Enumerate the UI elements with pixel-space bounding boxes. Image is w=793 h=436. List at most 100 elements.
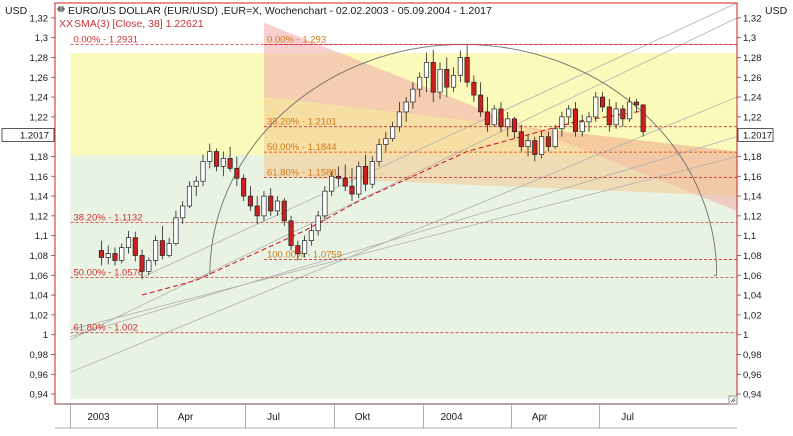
candle xyxy=(227,146,233,172)
candle xyxy=(173,210,179,246)
y-tick-label-left: 1 xyxy=(43,330,48,341)
candle-body xyxy=(159,240,165,256)
candle xyxy=(471,75,477,103)
candle xyxy=(437,62,443,100)
candle xyxy=(606,99,612,132)
y-tick-label-left: 1,24 xyxy=(30,93,49,104)
candle-body xyxy=(220,158,226,167)
y-tick-label-left: 1,3 xyxy=(35,33,48,44)
candle-body xyxy=(572,108,578,133)
candle-body xyxy=(430,62,436,93)
candle xyxy=(451,67,457,93)
candle-body xyxy=(98,250,104,258)
fan-line xyxy=(70,17,738,341)
y-tick-label-left: 0,94 xyxy=(30,390,49,401)
candle xyxy=(207,143,213,169)
y-tick-label-right: 1,08 xyxy=(743,251,762,262)
y-tick-label-right: 1,1 xyxy=(743,231,756,242)
candle xyxy=(274,196,281,216)
candle xyxy=(335,166,341,187)
candle xyxy=(593,92,599,122)
candle-body xyxy=(464,57,470,83)
candle-body xyxy=(599,96,606,108)
x-axis: 2003 Apr Jul Okt 2004 Apr Jul xyxy=(55,403,737,429)
y-tick-label-right: 1,02 xyxy=(743,310,762,321)
y-axis-right: USD 0,94 0,96 0,98 1 1,02 1,04 1,06 1,08 1,1 1,12 1… xyxy=(737,5,788,401)
candle-body xyxy=(593,96,599,118)
candle-body xyxy=(478,94,484,113)
candle xyxy=(396,102,402,132)
candle-body xyxy=(457,57,463,76)
candle xyxy=(539,131,545,159)
candle-body xyxy=(444,68,450,88)
candle-body xyxy=(417,76,423,90)
candle xyxy=(552,124,558,149)
candle-body xyxy=(505,118,511,128)
resize-grip-icon[interactable] xyxy=(728,395,738,405)
candle-body xyxy=(410,88,416,103)
candle xyxy=(98,240,104,266)
candle-body xyxy=(315,215,321,232)
candle xyxy=(572,102,578,137)
candle-body xyxy=(146,260,152,272)
candle-body xyxy=(349,185,355,195)
y-tick-label-right: 1,16 xyxy=(743,172,762,183)
candle xyxy=(498,102,504,132)
candle xyxy=(362,154,369,192)
y-tick-label-right: 1,22 xyxy=(743,112,762,123)
candle xyxy=(112,247,118,266)
fib-left-label: 38.20% - 1.1132 xyxy=(73,213,142,224)
candle-body xyxy=(153,240,159,261)
candle-body xyxy=(390,126,396,139)
chart-title: EURO/US DOLLAR (EUR/USD) ,EUR=X, Wochenc… xyxy=(68,5,492,17)
candle-body xyxy=(491,108,497,126)
candle-body xyxy=(295,245,301,254)
sma-line xyxy=(141,110,644,296)
y-tick-label-right: 1,04 xyxy=(743,291,762,302)
candle-body xyxy=(186,185,193,207)
candle xyxy=(599,92,606,112)
candle-body xyxy=(633,101,639,106)
candle-body xyxy=(403,101,409,113)
candle xyxy=(491,104,497,127)
candle xyxy=(478,82,484,117)
y-tick-label-left: 1,04 xyxy=(30,291,49,302)
chart-header: EURO/US DOLLAR (EUR/USD) ,EUR=X, Wochenc… xyxy=(57,5,492,30)
candle-body xyxy=(214,151,220,167)
candle-body xyxy=(539,136,545,155)
candle xyxy=(214,148,220,172)
candle xyxy=(356,161,362,199)
candle-body xyxy=(396,111,402,128)
candle xyxy=(254,196,260,224)
candle xyxy=(139,249,145,280)
candle-body xyxy=(620,108,626,120)
candle xyxy=(180,201,186,224)
y-tick-label-right: 1,28 xyxy=(743,53,762,64)
candle xyxy=(125,230,132,254)
candle xyxy=(220,151,226,177)
candle xyxy=(105,245,111,265)
candle-body xyxy=(518,131,524,147)
candle xyxy=(247,186,253,211)
last-price-label-right: 1.2017 xyxy=(743,130,772,141)
candle-body xyxy=(281,200,287,222)
y-axis-unit-left: USD xyxy=(5,5,28,17)
fib-left-label: 61.80% - 1.002 xyxy=(73,323,137,334)
fan-line xyxy=(70,96,738,373)
candle-body xyxy=(471,81,477,96)
candle xyxy=(613,102,619,129)
candle xyxy=(119,243,125,264)
candle-body xyxy=(322,190,328,217)
candle xyxy=(464,44,470,88)
y-tick-label-left: 1,02 xyxy=(30,310,49,321)
fan-line xyxy=(70,136,738,338)
candle xyxy=(403,97,409,122)
sma-series xyxy=(141,110,644,296)
candle xyxy=(620,104,626,127)
candle-body xyxy=(552,128,558,147)
x-tick-label: Jul xyxy=(621,412,634,423)
candle-body xyxy=(606,106,612,126)
y-axis-left: USD 0,94 0,96 0,98 1 1,02 1,04 1,06 1,08 1,1 1,12 1… xyxy=(1,5,55,401)
